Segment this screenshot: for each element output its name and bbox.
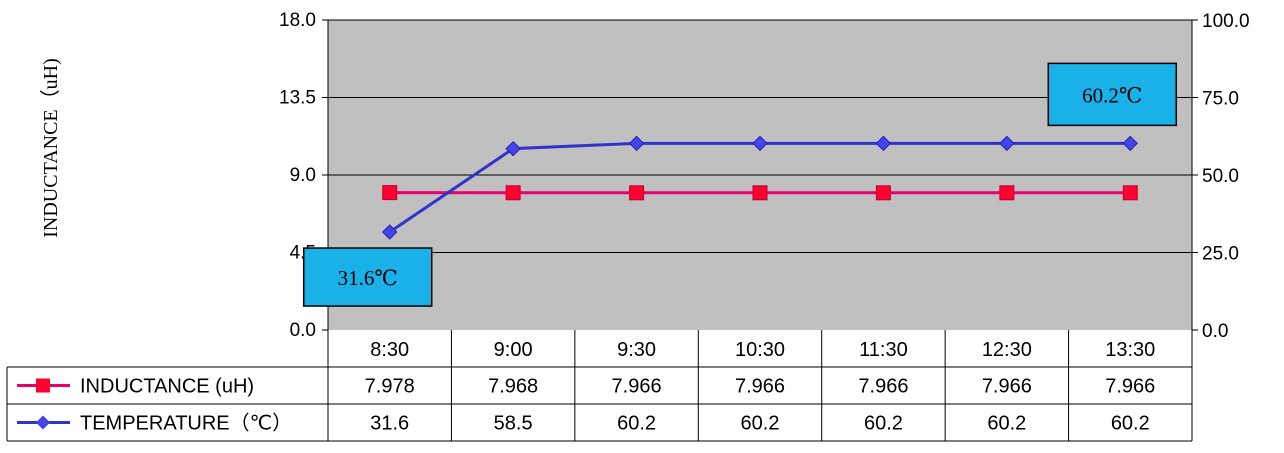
- inductance-point: [752, 185, 768, 201]
- temperature-point: [875, 135, 892, 152]
- table-value: 60.2: [617, 413, 656, 435]
- callout-label: 31.6℃: [338, 266, 398, 290]
- left-tick-label: 13.5: [279, 88, 316, 109]
- table-value: 7.966: [982, 376, 1032, 398]
- right-tick-label: 0.0: [1202, 321, 1228, 342]
- table-value: 60.2: [741, 413, 780, 435]
- right-tick-label: 100.0: [1202, 11, 1250, 32]
- inductance-point: [505, 185, 521, 201]
- right-tick-label: 25.0: [1202, 244, 1239, 265]
- table-value: 7.966: [858, 376, 908, 398]
- temperature-point: [382, 224, 398, 240]
- right-axis-ticks: 0.0 25.0 50.0 75.0 100.0: [1192, 11, 1250, 342]
- category-label: 8:30: [370, 339, 409, 361]
- inductance-point: [1122, 185, 1138, 201]
- inductance-point: [999, 185, 1015, 201]
- table-value: 7.978: [365, 376, 415, 398]
- legend-marker: [36, 415, 50, 430]
- callout-label: 60.2℃: [1082, 83, 1142, 107]
- left-tick-label: 18.0: [279, 10, 316, 31]
- table-value: 31.6: [370, 413, 409, 435]
- callout-box: [302, 247, 433, 307]
- legend-label: INDUCTANCE (uH): [80, 376, 254, 398]
- category-label: 12:30: [982, 339, 1032, 361]
- table-value: 60.2: [1111, 413, 1150, 435]
- category-label: 13:30: [1105, 339, 1155, 361]
- table-value: 58.5: [494, 413, 533, 435]
- category-label: 11:30: [859, 339, 908, 361]
- table-value: 7.966: [612, 376, 662, 398]
- right-tick-label: 75.0: [1202, 89, 1239, 110]
- left-tick-label: 9.0: [290, 165, 316, 186]
- y-axis-label: INDUCTANCE（uH): [39, 58, 62, 238]
- series-layer: [382, 135, 1138, 240]
- inductance-point: [629, 185, 645, 201]
- category-label: 9:00: [494, 339, 533, 361]
- category-label: 10:30: [735, 339, 785, 361]
- legend-marker: [36, 378, 50, 393]
- temperature-point: [752, 135, 768, 152]
- right-tick-label: 50.0: [1202, 166, 1239, 187]
- inductance-point: [382, 185, 398, 201]
- callouts: 31.6℃ 60.2℃: [302, 62, 1178, 307]
- table-value: 7.968: [488, 376, 538, 398]
- temperature-point: [999, 135, 1015, 152]
- callout-box: [1047, 62, 1178, 127]
- category-label: 9:30: [617, 339, 656, 361]
- temperature-point: [628, 135, 645, 152]
- left-tick-label: 0.0: [290, 320, 316, 341]
- table-value: 60.2: [864, 413, 903, 435]
- temperature-point: [505, 140, 521, 157]
- temperature-point: [1122, 135, 1138, 152]
- table-value: 7.966: [1105, 376, 1155, 398]
- legend-label: TEMPERATURE（℃）: [80, 412, 292, 435]
- table-value: 60.2: [987, 413, 1026, 435]
- inductance-point: [875, 185, 891, 201]
- table-value: 7.966: [735, 376, 785, 398]
- data-table: 8:30 9:00 9:30 10:30 11:30 12:30 13:30 INDUCTAN…: [6, 330, 1193, 442]
